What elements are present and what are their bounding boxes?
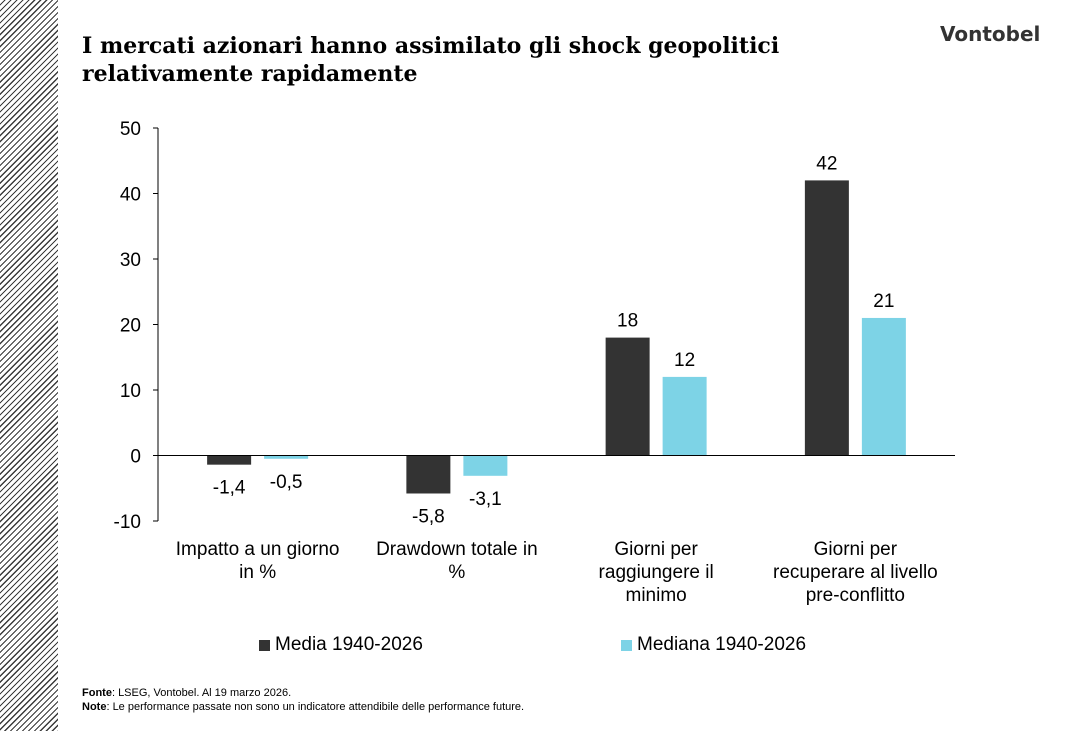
data-label-3-0: 42 bbox=[816, 153, 837, 174]
bar-2-0 bbox=[605, 337, 650, 456]
y-tick-label-0: -10 bbox=[114, 512, 141, 533]
source-label: Fonte bbox=[82, 687, 112, 699]
category-label-3-2: pre-conflitto bbox=[806, 585, 905, 606]
bar-1-1 bbox=[463, 455, 508, 476]
data-label-2-0: 18 bbox=[617, 311, 638, 332]
data-label-1-0: -5,8 bbox=[412, 506, 445, 527]
bar-3-1 bbox=[861, 317, 906, 456]
y-tick-label-4: 30 bbox=[120, 250, 141, 271]
data-label-0-0: -1,4 bbox=[213, 478, 246, 499]
category-label-0-1: in % bbox=[239, 562, 276, 583]
legend-item-mediana: Mediana 1940-2026 bbox=[621, 634, 806, 656]
title-line-1: I mercati azionari hanno assimilato gli … bbox=[82, 33, 780, 59]
y-tick-label-3: 20 bbox=[120, 316, 141, 337]
y-tick-label-2: 10 bbox=[120, 381, 141, 402]
chart-title: I mercati azionari hanno assimilato gli … bbox=[82, 32, 882, 88]
category-label-2-0: Giorni per bbox=[614, 539, 698, 560]
category-label-1-1: % bbox=[448, 562, 465, 583]
y-tick-label-1: 0 bbox=[130, 447, 141, 468]
source-text: : LSEG, Vontobel. Al 19 marzo 2026. bbox=[111, 687, 292, 699]
source-note: Fonte: LSEG, Vontobel. Al 19 marzo 2026. bbox=[82, 686, 524, 700]
category-label-2-1: raggiungere il bbox=[599, 562, 714, 583]
hatch-decoration bbox=[0, 0, 58, 731]
legend-label-media: Media 1940-2026 bbox=[275, 634, 423, 655]
category-label-2-2: minimo bbox=[626, 585, 687, 606]
y-tick-label-5: 40 bbox=[120, 185, 141, 206]
legend-item-media: Media 1940-2026 bbox=[259, 634, 423, 656]
bar-0-1 bbox=[264, 455, 309, 459]
category-label-3-0: Giorni per bbox=[814, 539, 898, 560]
legend-swatch-media bbox=[259, 639, 270, 651]
data-label-1-1: -3,1 bbox=[469, 489, 502, 510]
data-label-3-1: 21 bbox=[873, 291, 894, 312]
title-line-2: relativamente rapidamente bbox=[82, 61, 418, 87]
footnotes: Fonte: LSEG, Vontobel. Al 19 marzo 2026.… bbox=[82, 686, 524, 714]
legend-swatch-mediana bbox=[621, 639, 632, 651]
disclaimer-note: Note: Le performance passate non sono un… bbox=[82, 700, 524, 714]
bar-3-0 bbox=[804, 180, 849, 456]
y-tick-label-6: 50 bbox=[120, 119, 141, 140]
category-label-1-0: Drawdown totale in bbox=[376, 539, 538, 560]
bar-2-1 bbox=[662, 376, 707, 456]
vontobel-logo: Vontobel bbox=[940, 22, 1041, 46]
bar-0-0 bbox=[207, 455, 252, 465]
data-label-2-1: 12 bbox=[674, 350, 695, 371]
legend-label-mediana: Mediana 1940-2026 bbox=[637, 634, 807, 655]
note-label: Note bbox=[82, 701, 107, 713]
note-text: : Le performance passate non sono un ind… bbox=[106, 701, 525, 713]
category-label-3-1: recuperare al livello bbox=[773, 562, 938, 583]
bar-1-0 bbox=[406, 455, 451, 494]
data-label-0-1: -0,5 bbox=[270, 472, 303, 493]
category-label-0-0: Impatto a un giorno bbox=[176, 539, 340, 560]
